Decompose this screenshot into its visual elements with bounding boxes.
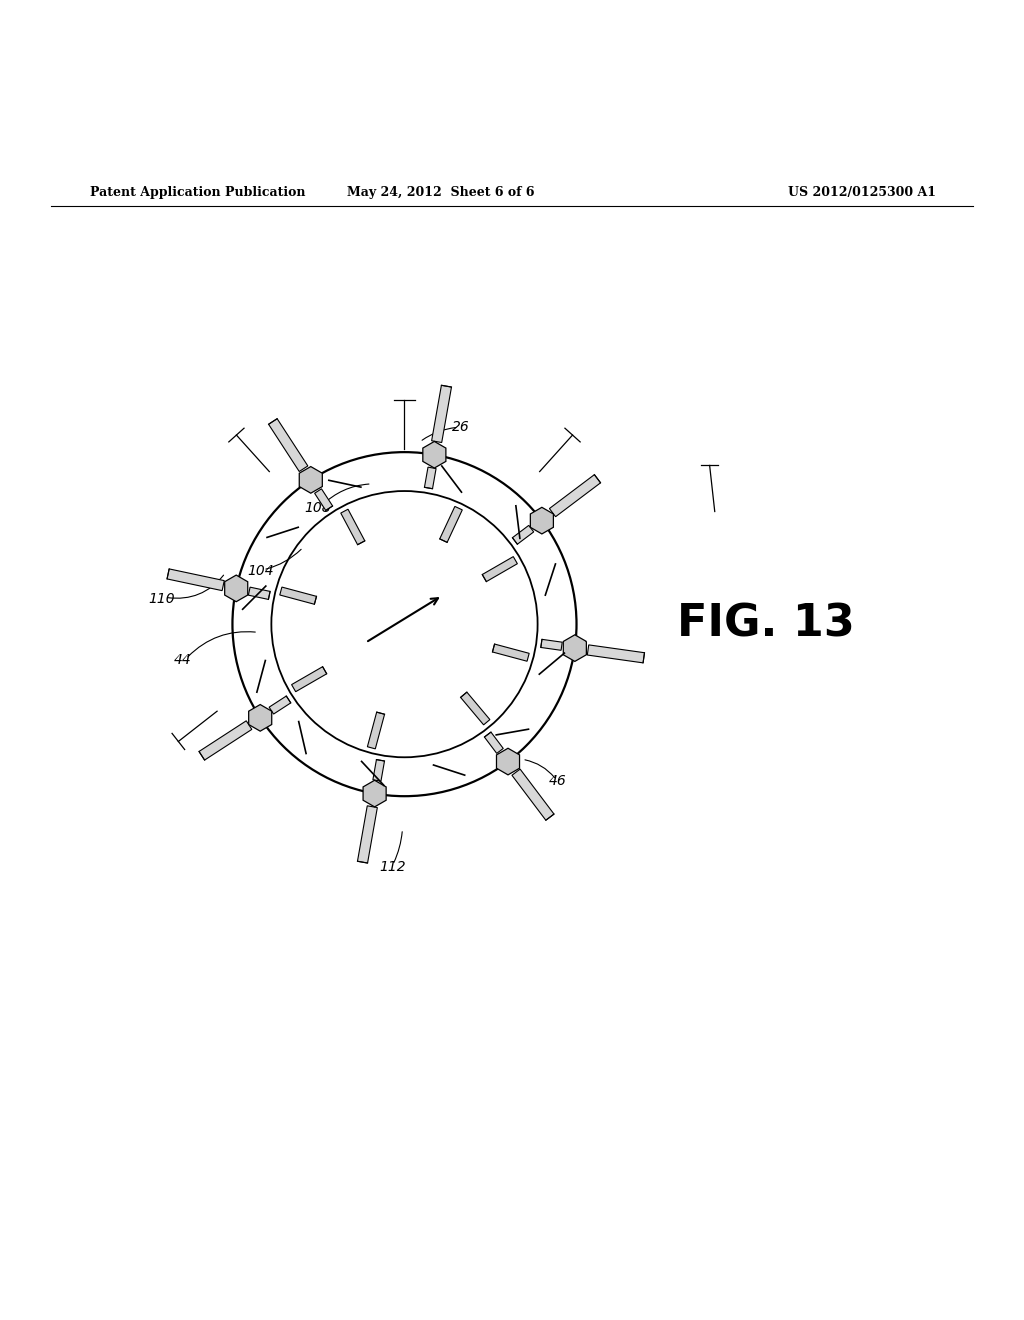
Polygon shape: [423, 441, 445, 469]
Polygon shape: [425, 467, 436, 488]
Polygon shape: [199, 721, 252, 760]
Polygon shape: [224, 576, 248, 602]
Polygon shape: [512, 770, 554, 820]
Polygon shape: [314, 488, 333, 511]
Text: FIG. 13: FIG. 13: [677, 603, 855, 645]
Polygon shape: [341, 510, 365, 545]
Polygon shape: [541, 639, 562, 651]
Polygon shape: [461, 692, 489, 725]
Polygon shape: [530, 507, 553, 535]
Polygon shape: [269, 696, 291, 714]
Text: 104: 104: [248, 564, 274, 578]
Polygon shape: [550, 475, 600, 516]
Polygon shape: [364, 780, 386, 807]
Polygon shape: [563, 635, 587, 661]
Circle shape: [232, 453, 577, 796]
Polygon shape: [249, 587, 270, 599]
Polygon shape: [357, 805, 377, 863]
Polygon shape: [249, 705, 271, 731]
Text: Patent Application Publication: Patent Application Publication: [90, 186, 305, 198]
Polygon shape: [280, 587, 316, 605]
Text: 110: 110: [148, 591, 175, 606]
Text: US 2012/0125300 A1: US 2012/0125300 A1: [788, 186, 937, 198]
Polygon shape: [373, 759, 384, 781]
Polygon shape: [299, 466, 323, 494]
Polygon shape: [588, 645, 644, 663]
Polygon shape: [512, 525, 534, 544]
Text: 44: 44: [173, 653, 191, 667]
Polygon shape: [497, 748, 519, 775]
Text: May 24, 2012  Sheet 6 of 6: May 24, 2012 Sheet 6 of 6: [346, 186, 535, 198]
Polygon shape: [268, 418, 308, 471]
Text: 108: 108: [304, 502, 331, 515]
Polygon shape: [493, 644, 529, 661]
Polygon shape: [482, 557, 517, 582]
Polygon shape: [292, 667, 327, 692]
Text: 46: 46: [549, 774, 567, 788]
Text: 26: 26: [452, 420, 470, 433]
Polygon shape: [439, 507, 462, 543]
Polygon shape: [167, 569, 224, 590]
Text: 112: 112: [379, 859, 406, 874]
Polygon shape: [484, 733, 503, 754]
Polygon shape: [432, 385, 452, 442]
Circle shape: [271, 491, 538, 758]
Polygon shape: [368, 711, 385, 748]
